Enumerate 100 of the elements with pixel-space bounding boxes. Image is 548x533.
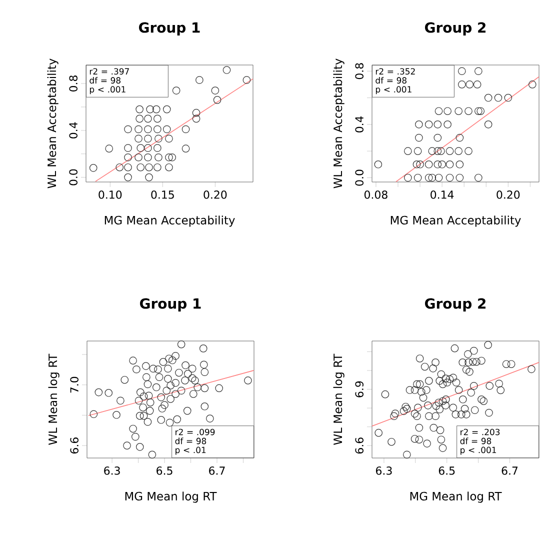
y-axis-title: WL Mean Acceptability — [47, 58, 58, 188]
point — [474, 67, 482, 76]
x-tick-label: 6.3 — [376, 466, 392, 475]
point — [415, 134, 423, 142]
point — [456, 174, 464, 182]
point — [144, 125, 152, 134]
annotation: p < .001 — [376, 86, 412, 94]
point — [162, 105, 171, 114]
annotation: df = 98 — [175, 438, 206, 444]
point — [434, 120, 442, 128]
point — [124, 163, 132, 172]
point — [476, 107, 485, 116]
point — [434, 174, 443, 182]
point — [182, 144, 190, 152]
point — [124, 144, 132, 152]
point — [154, 163, 162, 172]
point — [165, 153, 173, 162]
point — [374, 160, 382, 168]
y-tick-label: 0.0 — [355, 170, 364, 186]
point — [145, 173, 153, 182]
chart-title: Group 2 — [425, 298, 486, 312]
point — [124, 173, 132, 182]
point — [466, 80, 474, 88]
point — [434, 134, 442, 142]
annotation: p < .01 — [176, 446, 206, 455]
point — [144, 134, 152, 143]
point — [474, 107, 482, 116]
point — [444, 120, 452, 128]
point — [134, 153, 142, 162]
annotation: r2 = .397 — [90, 68, 129, 75]
point — [424, 120, 433, 128]
point — [456, 134, 464, 142]
y-tick-label: 6.6 — [355, 438, 364, 454]
point — [172, 86, 180, 94]
point — [404, 174, 412, 182]
point — [428, 174, 436, 182]
y-axis-title: WL Mean log RT — [333, 354, 344, 445]
point — [474, 174, 482, 182]
point — [446, 174, 454, 182]
x-tick-label: 0.20 — [204, 190, 227, 199]
point — [144, 114, 152, 123]
x-tick-label: 6.3 — [104, 466, 120, 475]
point — [162, 125, 171, 134]
x-tick-label: 0.15 — [151, 190, 174, 199]
x-tick-label: 6.7 — [502, 466, 518, 475]
point — [446, 160, 454, 168]
x-tick-label: 6.5 — [438, 466, 455, 475]
x-axis-title: MG Mean Acceptability — [104, 216, 235, 227]
point — [416, 160, 424, 168]
point — [434, 107, 443, 116]
point — [415, 120, 423, 128]
chart-title: Group 1 — [140, 298, 201, 312]
point — [89, 164, 98, 172]
annotation: r2 = .099 — [176, 428, 215, 436]
point — [165, 163, 173, 172]
point — [182, 125, 190, 134]
x-axis-title: MG Mean log RT — [125, 492, 217, 503]
chart-title: Group 1 — [138, 22, 200, 36]
point — [144, 153, 152, 162]
point — [146, 105, 154, 114]
point — [154, 134, 162, 143]
point — [192, 108, 200, 117]
x-tick-label: 0.08 — [364, 190, 388, 199]
point — [484, 120, 492, 128]
y-tick-label: 0.4 — [355, 116, 364, 132]
point — [404, 147, 412, 155]
point — [154, 153, 162, 162]
y-tick-label: 0.8 — [355, 63, 364, 80]
y-tick-label: 7.0 — [70, 376, 78, 393]
x-tick-label: 6.7 — [209, 466, 225, 475]
point — [414, 147, 422, 155]
annotation: p < .001 — [460, 446, 496, 455]
point — [434, 160, 442, 168]
point — [134, 125, 142, 134]
point — [528, 80, 536, 88]
point — [454, 107, 462, 116]
point — [136, 114, 144, 123]
point — [144, 144, 152, 152]
point — [454, 147, 462, 155]
annotation: df = 98 — [376, 77, 406, 84]
point — [494, 94, 502, 102]
point — [222, 66, 231, 74]
point — [154, 144, 162, 152]
point — [438, 160, 446, 168]
x-tick-label: 0.10 — [98, 190, 122, 199]
annotation: r2 = .352 — [376, 68, 415, 75]
point — [464, 147, 472, 155]
point — [116, 163, 124, 172]
chart-title: Group 2 — [425, 22, 486, 36]
y-tick-label: 0.4 — [69, 122, 78, 138]
x-axis-title: MG Mean log RT — [410, 492, 502, 503]
point — [136, 144, 145, 152]
x-tick-label: 0.20 — [496, 190, 520, 199]
point — [136, 105, 144, 114]
point — [192, 114, 200, 123]
point — [414, 174, 422, 182]
y-tick-label: 0.8 — [69, 76, 78, 92]
point — [134, 134, 142, 143]
point — [473, 80, 482, 88]
point — [105, 144, 114, 152]
